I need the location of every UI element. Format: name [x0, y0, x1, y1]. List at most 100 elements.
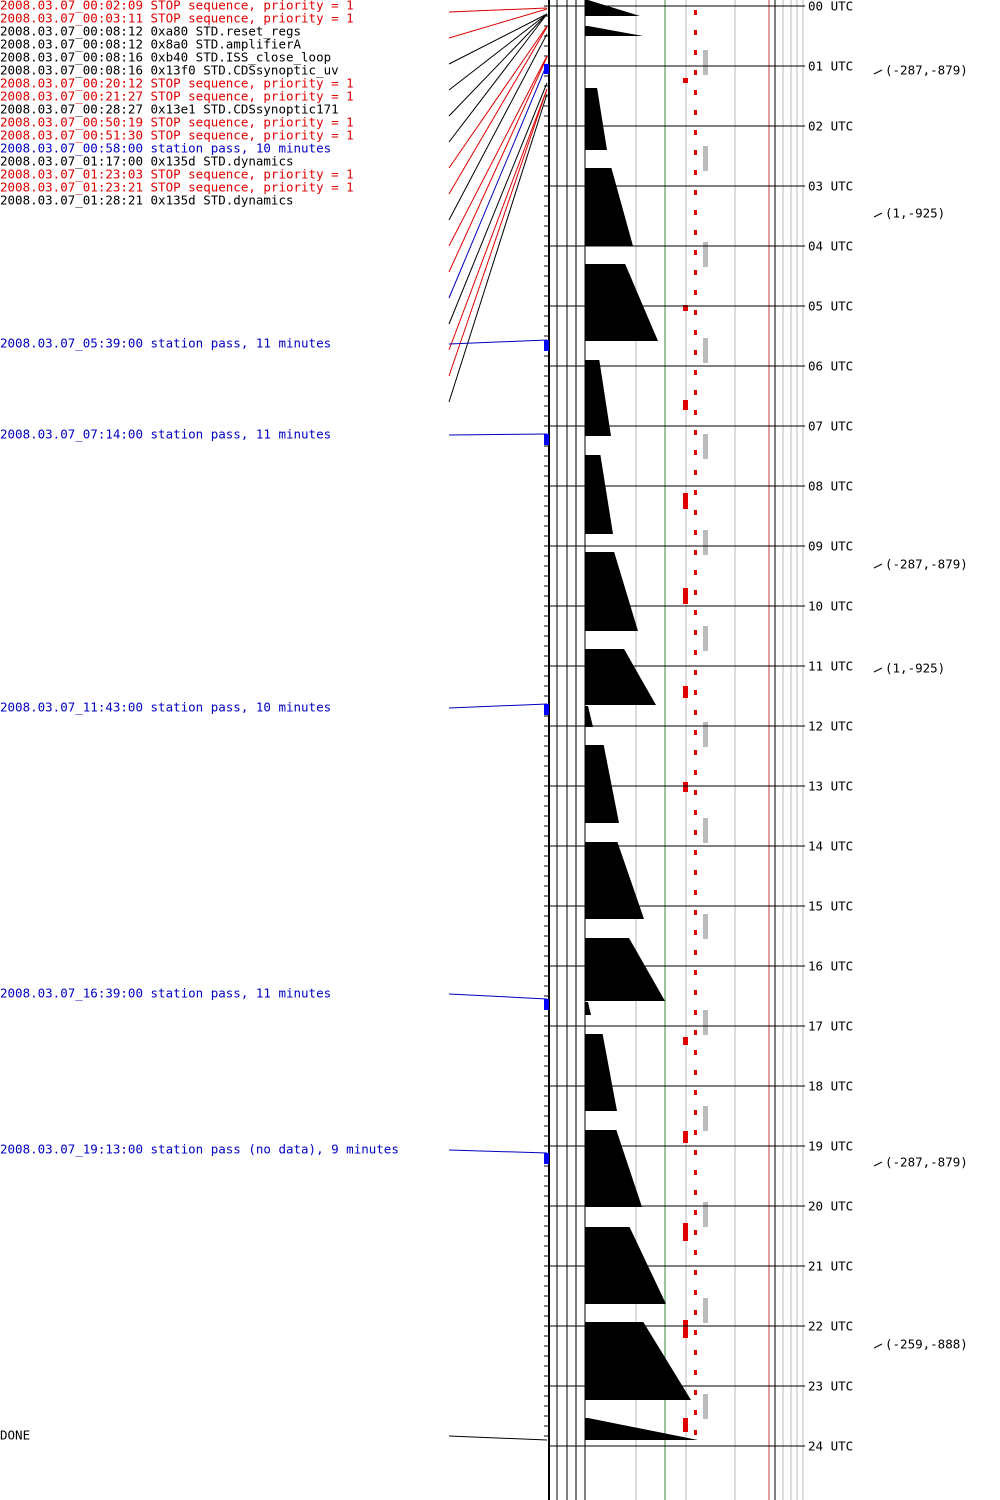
event-connector	[448, 26, 548, 195]
red-dash	[694, 270, 697, 275]
red-dash	[694, 30, 697, 35]
event-label: 2008.03.07_11:43:00 station pass, 10 min…	[0, 700, 331, 715]
red-dash	[694, 1030, 697, 1035]
red-dash	[694, 290, 697, 295]
pointer-mark	[873, 1343, 883, 1349]
coord-label: (-287,-879)	[885, 63, 968, 78]
red-dash	[694, 1170, 697, 1175]
red-dash	[694, 1230, 697, 1235]
event-label: DONE	[0, 1428, 30, 1443]
hour-label: 10 UTC	[808, 599, 853, 614]
hour-label: 05 UTC	[808, 299, 853, 314]
event-connector	[448, 55, 548, 247]
red-dash	[694, 350, 697, 355]
red-block	[683, 1131, 688, 1143]
event-label: 2008.03.07_00:08:12 0x8a0 STD.amplifierA	[0, 37, 301, 52]
red-dash	[694, 850, 697, 855]
station-pass	[544, 999, 549, 1010]
event-connector	[448, 13, 548, 143]
event-label: 2008.03.07_00:20:12 STOP sequence, prior…	[0, 76, 354, 91]
red-dash	[694, 1370, 697, 1375]
hour-label: 01 UTC	[808, 59, 853, 74]
gray-block	[703, 914, 708, 939]
event-connector	[448, 82, 548, 325]
activity-block	[585, 26, 643, 36]
red-dash	[694, 730, 697, 735]
red-block	[683, 782, 688, 792]
red-dash	[694, 870, 697, 875]
red-dash	[694, 170, 697, 175]
red-dash	[694, 310, 697, 315]
gray-block	[703, 146, 708, 171]
hour-label: 13 UTC	[808, 779, 853, 794]
red-block	[683, 1223, 688, 1241]
activity-block	[585, 1034, 617, 1111]
red-dash	[694, 1050, 697, 1055]
red-dash	[694, 530, 697, 535]
gray-block	[703, 1202, 708, 1227]
event-label: 2008.03.07_00:50:19 STOP sequence, prior…	[0, 115, 354, 130]
hour-label: 18 UTC	[808, 1079, 853, 1094]
event-connector	[448, 1149, 548, 1154]
red-dash	[694, 650, 697, 655]
red-dash	[694, 330, 697, 335]
event-label: 2008.03.07_00:28:27 0x13e1 STD.CDSsynopt…	[0, 102, 339, 117]
red-dash	[694, 630, 697, 635]
coord-label: (-287,-879)	[885, 1155, 968, 1170]
activity-block	[585, 1130, 642, 1207]
activity-block	[585, 706, 593, 727]
red-dash	[694, 1190, 697, 1195]
event-label: 2008.03.07_05:39:00 station pass, 11 min…	[0, 336, 331, 351]
red-dash	[694, 430, 697, 435]
activity-block	[585, 1002, 591, 1015]
red-dash	[694, 490, 697, 495]
red-dash	[694, 790, 697, 795]
hour-label: 21 UTC	[808, 1259, 853, 1274]
activity-block	[585, 168, 633, 246]
red-dash	[694, 1350, 697, 1355]
event-label: 2008.03.07_01:28:21 0x135d STD.dynamics	[0, 193, 294, 208]
red-dash	[694, 570, 697, 575]
red-dash	[694, 550, 697, 555]
red-dash	[694, 370, 697, 375]
red-dash	[694, 710, 697, 715]
event-connector	[448, 8, 548, 39]
hour-label: 06 UTC	[808, 359, 853, 374]
event-connector	[448, 13, 548, 65]
red-block	[683, 400, 688, 410]
red-dash	[694, 1330, 697, 1335]
red-dash	[694, 510, 697, 515]
event-label: 2008.03.07_00:08:16 0x13f0 STD.CDSsynopt…	[0, 63, 339, 78]
red-dash	[694, 810, 697, 815]
event-connector	[448, 433, 548, 436]
gray-block	[703, 1394, 708, 1419]
red-dash	[694, 1410, 697, 1415]
gray-block	[703, 242, 708, 267]
red-dash	[694, 190, 697, 195]
red-dash	[694, 1390, 697, 1395]
red-dash	[694, 410, 697, 415]
station-pass	[544, 434, 549, 445]
gray-block	[703, 626, 708, 651]
hour-label: 14 UTC	[808, 839, 853, 854]
red-block	[683, 78, 688, 83]
activity-block	[585, 842, 644, 919]
hour-label: 23 UTC	[808, 1379, 853, 1394]
red-dash	[694, 110, 697, 115]
red-dash	[694, 1110, 697, 1115]
coord-label: (-287,-879)	[885, 557, 968, 572]
red-dash	[694, 470, 697, 475]
hour-label: 07 UTC	[808, 419, 853, 434]
red-block	[683, 686, 688, 698]
red-block	[683, 1418, 688, 1432]
red-dash	[694, 690, 697, 695]
pointer-mark	[873, 563, 883, 569]
hour-label: 17 UTC	[808, 1019, 853, 1034]
hour-label: 09 UTC	[808, 539, 853, 554]
event-connector	[448, 56, 548, 273]
hour-label: 00 UTC	[808, 0, 853, 14]
hour-label: 04 UTC	[808, 239, 853, 254]
coord-label: (1,-925)	[885, 661, 945, 676]
event-connector	[448, 63, 548, 299]
station-pass	[544, 64, 549, 74]
